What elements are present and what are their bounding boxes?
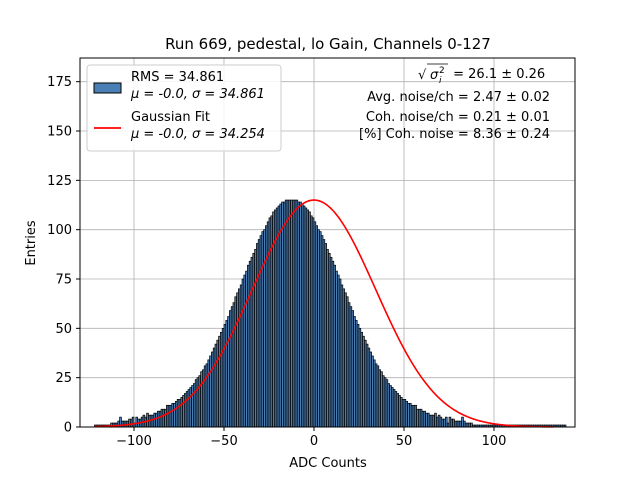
- legend-swatch-histogram: [93, 82, 122, 94]
- y-axis-ticks: 0 25 50 75 100 125 150 175: [47, 75, 80, 436]
- legend: RMS = 34.861 μ = -0.0, σ = 34.861 Gaussi…: [86, 64, 282, 152]
- annotation-coh-noise-percent: [%] Coh. noise = 8.36 ± 0.24: [359, 127, 550, 142]
- svg-text:i: i: [439, 76, 442, 86]
- chart-title: Run 669, pedestal, lo Gain, Channels 0-1…: [165, 35, 491, 53]
- y-tick-label: 25: [55, 371, 72, 386]
- annotation-sigma-value: = 26.1 ± 0.26: [449, 67, 545, 82]
- y-tick-label: 0: [64, 421, 72, 436]
- legend-label-rms-stats: μ = -0.0, σ = 34.861: [130, 87, 265, 102]
- legend-box: [86, 64, 282, 152]
- legend-label-rms: RMS = 34.861: [131, 70, 224, 85]
- x-axis-ticks: −100 −50 0 50 100: [116, 427, 506, 449]
- x-tick-label: 50: [396, 434, 413, 449]
- legend-label-fit: Gaussian Fit: [131, 110, 210, 125]
- legend-label-fit-stats: μ = -0.0, σ = 34.254: [130, 127, 265, 142]
- noise-annotations: √ σ i 2 = 26.1 ± 0.26 Avg. noise/ch = 2.…: [359, 63, 550, 142]
- y-tick-label: 75: [55, 273, 72, 288]
- y-axis-label: Entries: [24, 220, 39, 266]
- x-axis-label: ADC Counts: [289, 456, 367, 471]
- svg-text:2: 2: [439, 66, 445, 76]
- x-tick-label: −100: [116, 434, 152, 449]
- x-tick-label: 100: [482, 434, 507, 449]
- y-tick-label: 125: [47, 174, 72, 189]
- y-tick-label: 175: [47, 75, 72, 90]
- y-tick-label: 50: [55, 322, 72, 337]
- svg-text:σ: σ: [430, 68, 439, 83]
- histogram-bars: [94, 199, 567, 428]
- gaussian-fit-curve: [94, 199, 554, 428]
- y-tick-label: 100: [47, 223, 72, 238]
- svg-text:√: √: [418, 68, 427, 83]
- y-tick-label: 150: [47, 125, 72, 140]
- x-tick-label: 0: [310, 434, 318, 449]
- x-tick-label: −50: [210, 434, 237, 449]
- plot-frame: [79, 57, 576, 428]
- annotation-avg-noise: Avg. noise/ch = 2.47 ± 0.02: [367, 90, 550, 105]
- annotation-coh-noise: Coh. noise/ch = 0.21 ± 0.01: [366, 110, 550, 125]
- annotation-sigma-formula: √ σ i 2: [418, 63, 448, 86]
